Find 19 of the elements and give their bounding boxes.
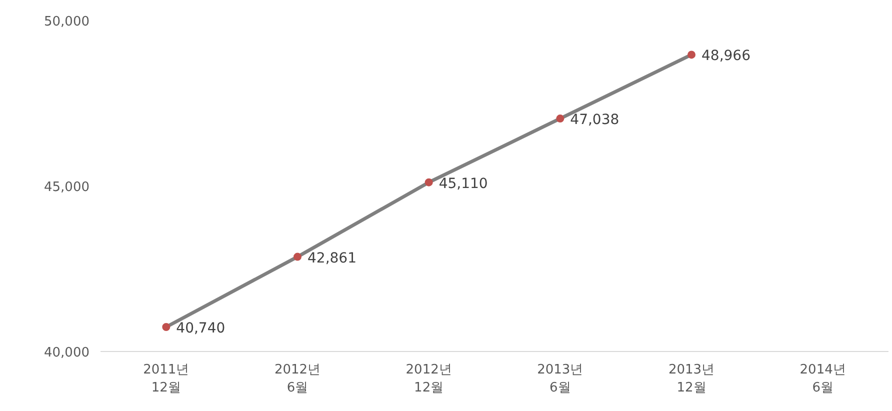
text: 48,966 xyxy=(702,48,750,64)
text: 40,740 xyxy=(176,320,226,337)
text: 42,861 xyxy=(308,250,356,266)
point xyxy=(556,114,564,123)
y-tick-label: 45,000 xyxy=(44,180,90,195)
point xyxy=(688,50,696,59)
x-tick-label: 2012년 6월 xyxy=(274,362,321,396)
y-tick-label: 50,000 xyxy=(44,14,90,30)
x-tick-label: 2013년 12월 xyxy=(668,362,715,396)
y-tick-label: 40,000 xyxy=(44,346,90,360)
point xyxy=(424,178,433,186)
text: 47,038 xyxy=(570,112,620,128)
x-tick-label: 2012년 12월 xyxy=(406,362,452,396)
x-tick-label: 2014년 6월 xyxy=(800,362,846,396)
point xyxy=(294,252,302,261)
x-tick-label: 2013년 6월 xyxy=(537,362,584,396)
x-tick-label: 2011년 12월 xyxy=(143,362,190,396)
text: 45,110 xyxy=(438,176,488,192)
point xyxy=(162,323,170,331)
